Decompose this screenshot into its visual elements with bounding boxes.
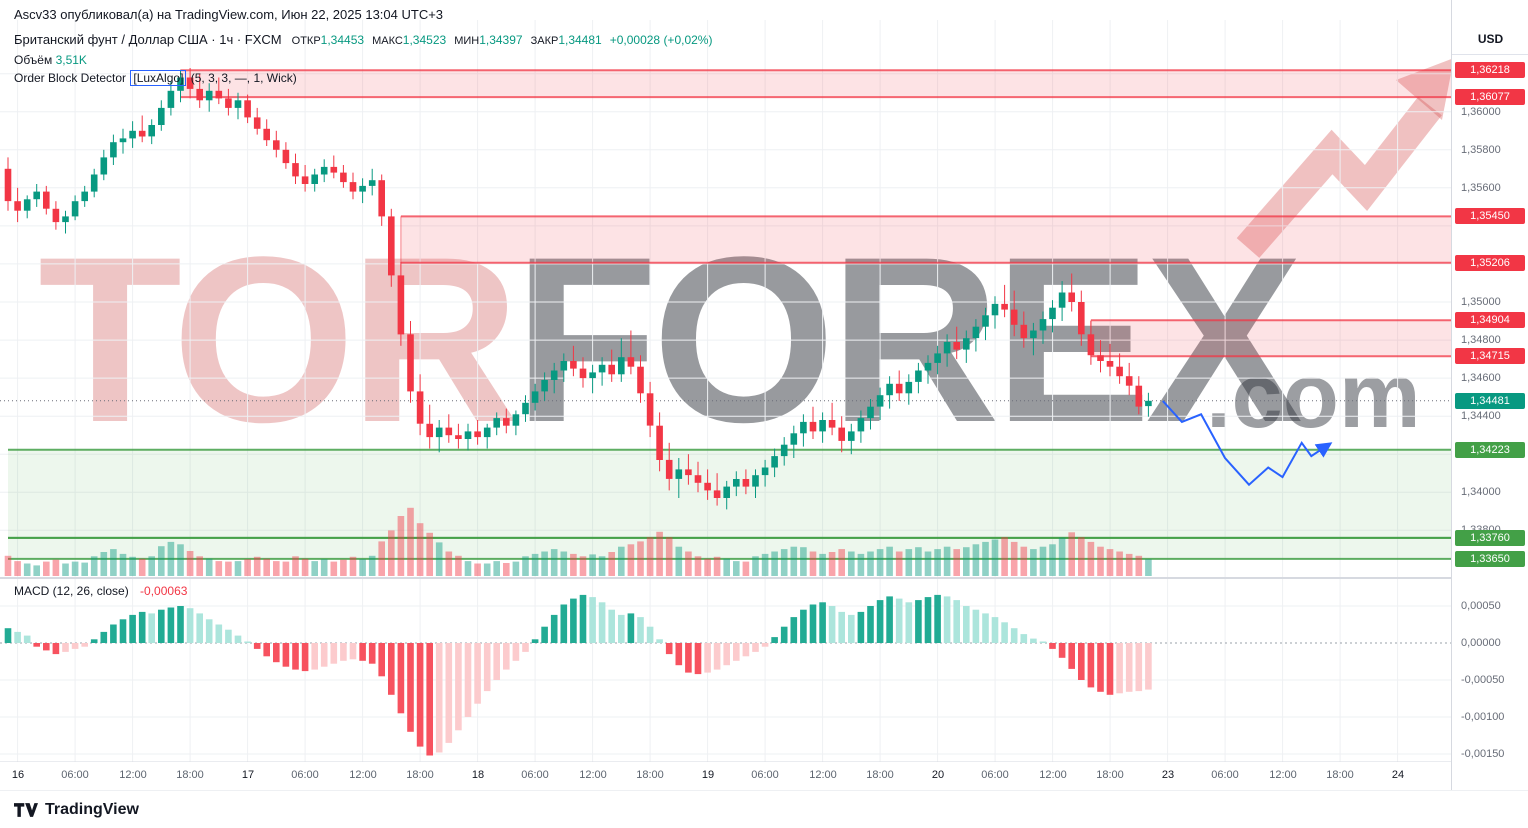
indicator-title-highlight: [LuxAlgo] [130,70,187,86]
price-axis-label: 1,34800 [1461,334,1501,346]
time-axis-label: 16 [11,769,25,781]
symbol-row: Британский фунт / Доллар США · 1ч · FXCM… [14,32,720,49]
footer: TradingView [0,790,1528,828]
price-axis-label: 1,35600 [1461,182,1501,194]
macd-title: MACD (12, 26, close) [14,584,129,598]
open-label: ОТКР [291,35,321,47]
tradingview-logo[interactable]: TradingView [14,801,139,819]
time-axis-label: 12:00 [579,769,607,781]
low-value: 1,34397 [479,33,523,47]
price-badge: 1,34904 [1455,312,1525,328]
price-badge: 1,36077 [1455,89,1525,105]
time-axis-label: 20 [931,769,945,781]
time-axis-label: 19 [701,769,715,781]
macd-axis-label: -0,00050 [1461,674,1505,686]
price-badge: 1,36218 [1455,62,1525,78]
time-axis-label: 12:00 [1269,769,1297,781]
time-axis-label: 12:00 [809,769,837,781]
close-value: 1,34481 [558,33,602,47]
time-axis-label: 06:00 [1211,769,1239,781]
time-axis-label: 18:00 [1326,769,1354,781]
price-badge: 1,34223 [1455,442,1525,458]
watermark-com: .com [1206,345,1421,447]
macd-legend: MACD (12, 26, close) -0,00063 [14,584,187,598]
macd-axis-label: -0,00150 [1461,748,1505,760]
volume-row: Объём 3,51K [14,53,720,68]
price-axis-label: 1,36000 [1461,106,1501,118]
time-axis-label: 24 [1391,769,1405,781]
indicator-title: Order Block Detector [14,71,130,85]
indicator-params: (5, 3, 3, —, 1, Wick) [187,71,297,85]
macd-axis-label: 0,00050 [1461,600,1501,612]
time-axis-label: 06:00 [61,769,89,781]
volume-value: 3,51K [55,53,87,67]
time-axis[interactable]: 16 06:00 12:00 18:00 17 06:00 12:00 18:00 18 06:0… [0,762,1451,790]
time-axis-label: 17 [241,769,255,781]
indicator-row: Order Block Detector [LuxAlgo] (5, 3, 3,… [14,70,720,86]
macd-axis-label: -0,00100 [1461,711,1505,723]
time-axis-label: 06:00 [291,769,319,781]
macd-value: -0,00063 [140,584,188,598]
high-label: МАКС [372,35,403,47]
time-axis-label: 12:00 [349,769,377,781]
price-badge: 1,34481 [1455,393,1525,409]
chart-header: Ascv33 опубликовал(а) на TradingView.com… [14,6,720,86]
price-axis-label: 1,34400 [1461,410,1501,422]
time-axis-label: 18 [471,769,485,781]
price-badge: 1,34715 [1455,348,1525,364]
time-axis-label: 18:00 [1096,769,1124,781]
change-value: +0,00028 (+0,02%) [609,33,713,47]
publish-info: Ascv33 опубликовал(а) на TradingView.com… [14,7,444,22]
currency-label: USD [1452,32,1528,55]
price-axis-label: 1,34000 [1461,486,1501,498]
chart-svg [0,20,1451,763]
time-axis-label: 12:00 [1039,769,1067,781]
price-badge: 1,35450 [1455,208,1525,224]
open-value: 1,34453 [320,33,365,47]
price-axis-label: 1,35800 [1461,144,1501,156]
time-axis-label: 06:00 [521,769,549,781]
time-axis-label: 23 [1161,769,1175,781]
volume-label: Объём [14,53,53,67]
time-axis-label: 06:00 [981,769,1009,781]
time-axis-label: 18:00 [406,769,434,781]
tradingview-brand: TradingView [45,800,139,818]
price-axis-label: 1,34600 [1461,372,1501,384]
time-axis-label: 06:00 [751,769,779,781]
price-axis[interactable]: USD 1,36000 1,35800 1,35600 1,35000 1,34800 1… [1451,0,1528,790]
time-axis-label: 12:00 [119,769,147,781]
close-label: ЗАКР [530,35,559,47]
tradingview-logo-icon [14,802,38,817]
time-axis-label: 18:00 [176,769,204,781]
low-label: МИН [454,35,480,47]
symbol-title: Британский фунт / Доллар США · 1ч · FXCM [14,32,282,47]
high-value: 1,34523 [402,33,447,47]
time-axis-label: 18:00 [866,769,894,781]
macd-axis-label: 0,00000 [1461,637,1501,649]
price-badge: 1,35206 [1455,255,1525,271]
time-axis-label: 18:00 [636,769,664,781]
price-badge: 1,33760 [1455,530,1525,546]
price-axis-label: 1,35000 [1461,296,1501,308]
chart-canvas[interactable] [0,0,1451,795]
price-badge: 1,33650 [1455,551,1525,567]
